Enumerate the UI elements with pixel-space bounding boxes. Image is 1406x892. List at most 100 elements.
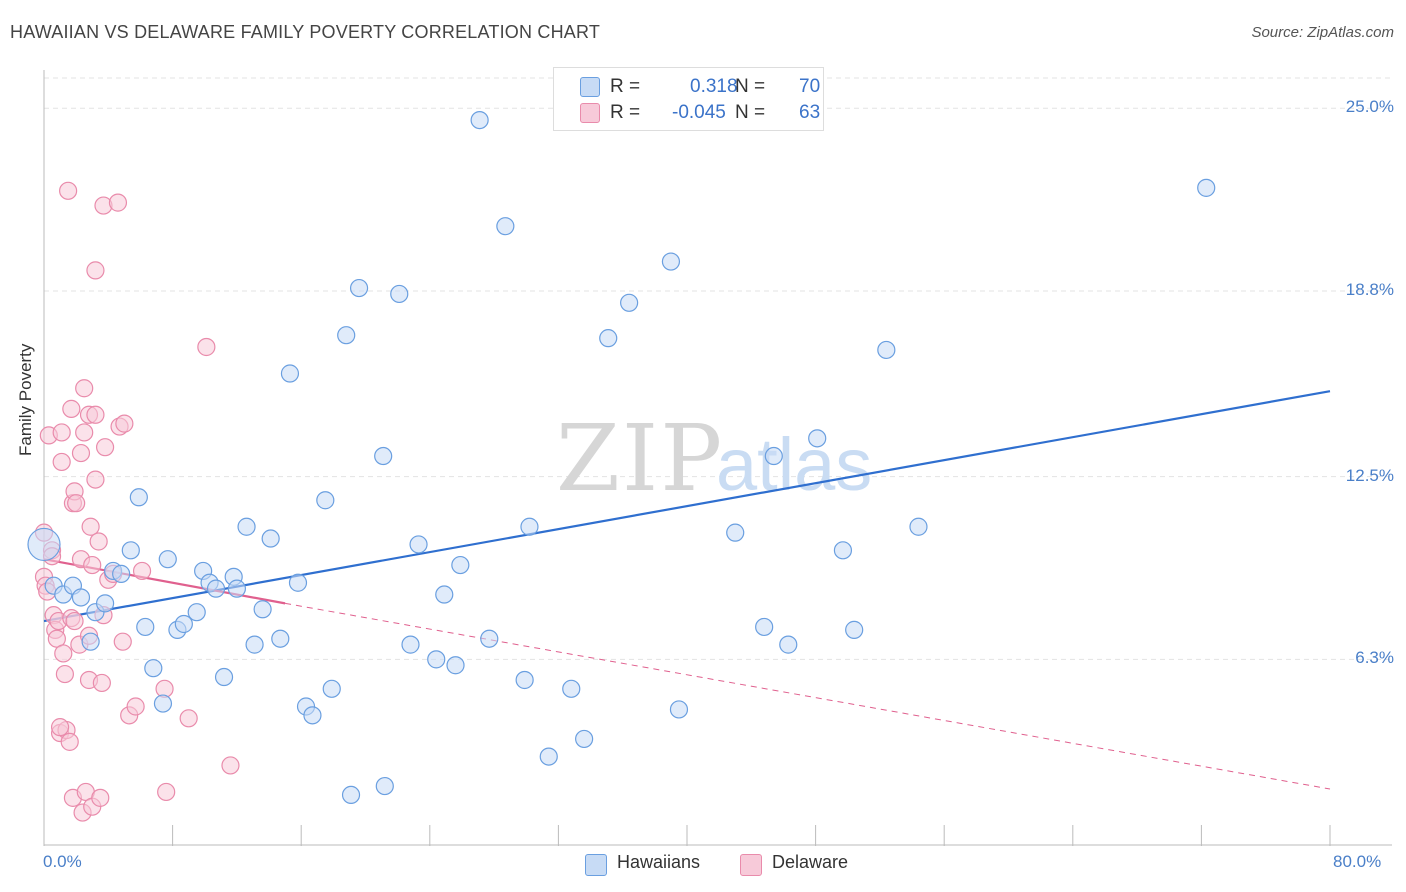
point-hawaiians [599, 329, 618, 348]
legend-n-label: N = [735, 76, 766, 97]
point-hawaiians [390, 284, 409, 304]
point-delaware [157, 782, 176, 802]
point-hawaiians [95, 594, 115, 613]
point-delaware [65, 611, 84, 631]
point-hawaiians [575, 729, 594, 749]
point-delaware [75, 423, 94, 442]
point-delaware [132, 561, 152, 581]
point-delaware [59, 181, 78, 200]
point-delaware [126, 697, 145, 716]
point-hawaiians [909, 517, 928, 536]
point-hawaiians [153, 694, 173, 713]
point-delaware [197, 337, 216, 357]
point-hawaiians [539, 747, 558, 766]
legend-swatch-delaware [740, 854, 762, 876]
point-hawaiians [435, 585, 454, 604]
point-hawaiians [174, 614, 193, 634]
point-delaware [54, 644, 73, 663]
legend-label-hawaiians: Hawaiians [617, 852, 701, 872]
point-hawaiians [237, 517, 256, 536]
point-hawaiians [280, 364, 300, 383]
point-hawaiians [470, 110, 489, 130]
point-hawaiians [427, 650, 446, 669]
point-delaware [89, 532, 108, 551]
point-delaware [62, 399, 81, 418]
legend-r-value-delaware: -0.045 [672, 102, 726, 123]
point-hawaiians [245, 635, 264, 654]
point-delaware [113, 632, 132, 651]
point-hawaiians [375, 776, 394, 796]
point-hawaiians [227, 579, 246, 598]
point-hawaiians [71, 588, 91, 607]
legend-r-label: R = [610, 102, 641, 123]
point-hawaiians [144, 659, 163, 678]
point-delaware [92, 673, 111, 693]
point-hawaiians [409, 535, 428, 554]
point-delaware [86, 470, 105, 489]
point-hawaiians [779, 635, 798, 654]
point-hawaiians [271, 629, 290, 648]
legend-n-value-delaware: 63 [799, 102, 821, 123]
point-hawaiians [669, 700, 689, 719]
gridlines [44, 77, 1392, 660]
point-hawaiians [764, 446, 783, 466]
point-delaware [108, 193, 128, 212]
point-hawaiians [121, 541, 140, 560]
point-hawaiians [520, 517, 539, 536]
legend-n-label: N = [735, 102, 766, 123]
watermark-zip: ZIP [556, 405, 724, 512]
point-hawaiians [341, 785, 361, 805]
watermark: ZIP atlas [556, 405, 872, 512]
point-delaware [83, 555, 102, 575]
x-tick-label-max: 80.0% [1333, 852, 1382, 871]
point-hawaiians [129, 488, 148, 507]
point-hawaiians [349, 278, 369, 298]
point-delaware [86, 261, 105, 280]
point-hawaiians [845, 620, 864, 639]
point-hawaiians [515, 670, 534, 690]
point-hawaiians [316, 491, 335, 510]
legend-swatch-hawaiians [585, 854, 607, 876]
point-delaware [179, 709, 198, 728]
point-hawaiians [214, 667, 234, 687]
point-delaware [86, 405, 105, 424]
legend-label-delaware: Delaware [772, 852, 849, 872]
watermark-atlas: atlas [716, 423, 872, 506]
point-hawaiians [661, 252, 681, 271]
point-hawaiians [1197, 178, 1216, 197]
axes [43, 70, 1392, 846]
point-hawaiians [808, 429, 827, 448]
point-delaware [115, 414, 134, 433]
point-hawaiians [187, 603, 206, 622]
point-hawaiians [374, 446, 393, 466]
point-hawaiians [206, 579, 226, 598]
point-hawaiians [480, 629, 499, 648]
point-hawaiians [261, 529, 280, 548]
point-hawaiians [446, 656, 465, 675]
point-hawaiians [27, 527, 61, 562]
y-tick-label: 6.3% [1355, 648, 1394, 668]
legend-swatch-hawaiians [580, 77, 600, 97]
point-delaware [81, 517, 100, 536]
point-hawaiians [401, 635, 420, 654]
point-hawaiians [451, 555, 470, 575]
point-hawaiians [337, 326, 356, 345]
y-tick-label: 18.8% [1345, 280, 1394, 299]
point-hawaiians [288, 573, 308, 592]
correlation-legend: R = 0.318 N = 70 R = -0.045 N = 63 [553, 67, 824, 131]
x-tick-label-min: 0.0% [43, 852, 82, 871]
point-hawaiians [755, 617, 774, 637]
legend-r-value-hawaiians: 0.318 [690, 76, 738, 97]
point-hawaiians [81, 632, 100, 651]
point-hawaiians [112, 564, 131, 583]
point-hawaiians [833, 541, 853, 560]
point-hawaiians [253, 600, 272, 619]
point-delaware [52, 423, 71, 442]
point-delaware [75, 379, 94, 398]
point-delaware [60, 732, 79, 751]
legend-r-label: R = [610, 76, 641, 97]
point-delaware [221, 756, 240, 775]
point-delaware [50, 718, 70, 737]
point-delaware [71, 443, 91, 463]
